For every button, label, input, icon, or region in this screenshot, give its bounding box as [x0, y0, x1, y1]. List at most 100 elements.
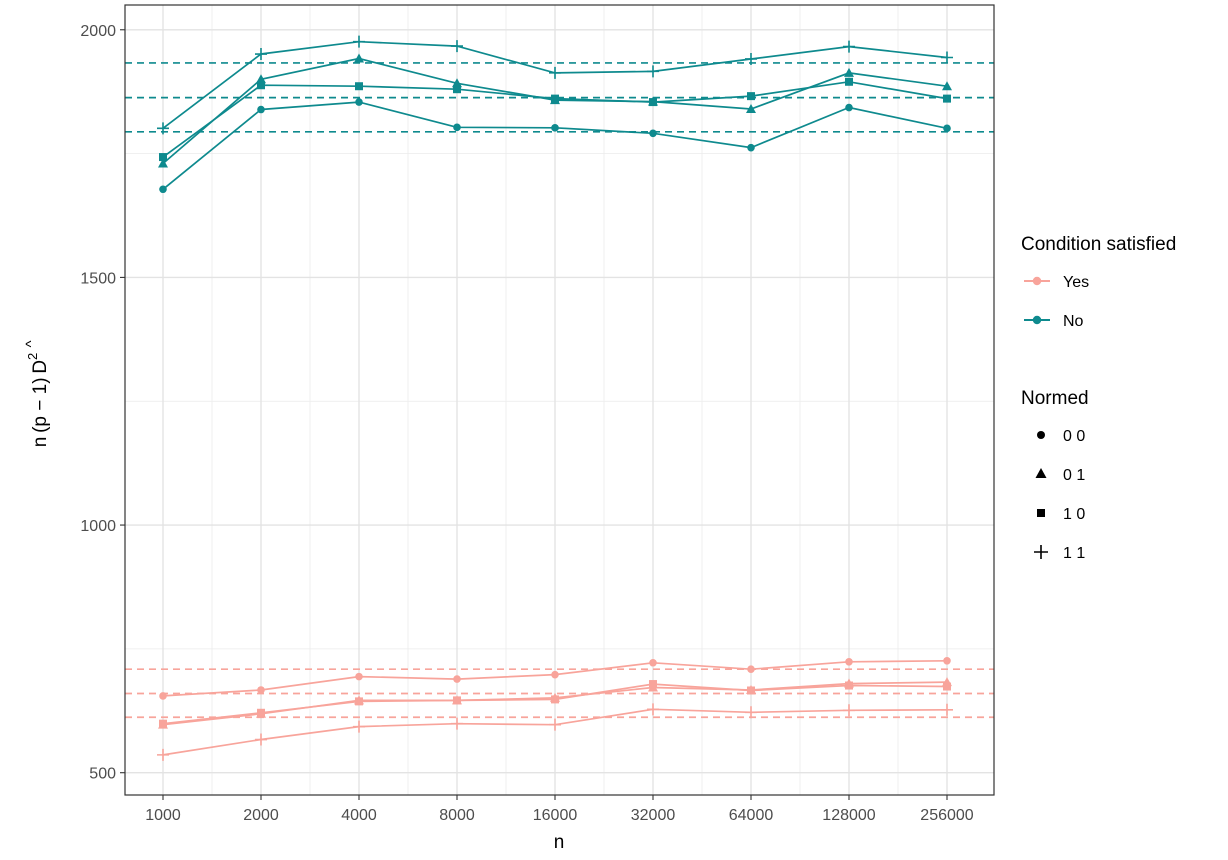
panel-border [124, 4, 995, 796]
data-point-no-0-0 [453, 123, 461, 132]
reference-lines [125, 62, 994, 719]
data-point-yes-1-1 [843, 704, 855, 717]
data-point-no-0-1 [746, 104, 756, 114]
data-point-yes-1-1 [549, 718, 561, 731]
legend-item-normed-0-1: 0 1 [1035, 467, 1085, 484]
data-point-no-1-1 [647, 65, 659, 78]
data-point-no-0-1 [942, 81, 952, 91]
data-point-no-0-1 [354, 53, 364, 63]
data-point-yes-0-0 [649, 658, 657, 667]
data-point-yes-1-1 [647, 703, 659, 716]
data-point-no-1-0 [551, 94, 559, 103]
data-point-no-1-0 [747, 92, 755, 101]
data-point-no-1-0 [845, 77, 853, 86]
y-axis-title-main: n (p − 1) [30, 374, 51, 448]
series-yes-0-0 [159, 656, 951, 700]
legend-item-normed-1-0: 1 0 [1037, 506, 1085, 523]
data-point-no-0-0 [551, 124, 559, 132]
series-no-1-0 [159, 77, 951, 162]
y-axis-title-sup: 2 [25, 353, 40, 360]
data-point-yes-0-0 [159, 692, 167, 700]
legend-label-normed-0-1: 0 1 [1063, 467, 1085, 484]
data-point-no-1-0 [943, 94, 951, 103]
data-point-yes-1-0 [355, 697, 363, 706]
data-point-no-0-1 [158, 158, 168, 168]
legend-key-circle [1037, 431, 1045, 439]
data-point-yes-0-0 [845, 657, 853, 666]
x-tick-label: 8000 [439, 807, 475, 824]
data-point-no-1-1 [157, 122, 169, 135]
data-point-no-0-0 [355, 98, 363, 106]
y-tick-label: 1000 [80, 518, 116, 535]
data-point-yes-1-0 [747, 686, 755, 695]
data-point-no-1-1 [255, 48, 267, 61]
data-point-no-1-1 [941, 51, 953, 64]
data-point-no-0-0 [257, 105, 265, 114]
data-point-yes-1-0 [453, 696, 461, 705]
legend-label-yes: Yes [1063, 274, 1089, 291]
series-no-0-0 [159, 98, 951, 194]
data-point-yes-1-0 [943, 682, 951, 691]
y-tick-label: 2000 [80, 23, 116, 40]
y-axis-title-hat: ^ [23, 340, 40, 347]
series-yes-1-0 [159, 680, 951, 728]
data-point-no-1-1 [451, 40, 463, 53]
data-point-no-0-0 [649, 129, 657, 138]
data-point-yes-0-0 [747, 665, 755, 673]
x-tick-label: 64000 [729, 807, 774, 824]
x-tick-label: 128000 [822, 807, 875, 824]
data-point-yes-0-0 [943, 656, 951, 665]
data-point-no-0-0 [943, 124, 951, 133]
series-layer [157, 35, 953, 761]
data-point-yes-1-0 [551, 695, 559, 704]
legend-label-no: No [1063, 313, 1084, 330]
data-point-yes-1-1 [157, 748, 169, 761]
data-point-no-1-0 [355, 82, 363, 91]
legend-key-no-point [1032, 315, 1042, 325]
x-tick-label: 32000 [631, 807, 676, 824]
data-point-yes-1-0 [159, 719, 167, 728]
data-point-no-0-1 [844, 67, 854, 77]
x-tick-label: 16000 [533, 807, 578, 824]
legend-label-normed-1-0: 1 0 [1063, 506, 1085, 523]
grid [125, 5, 994, 795]
legend-item-normed-1-1: 1 1 [1034, 545, 1085, 562]
data-point-yes-1-0 [257, 708, 265, 717]
data-point-no-1-0 [257, 81, 265, 90]
legend-normed-title: Normed [1021, 388, 1089, 409]
data-point-yes-1-1 [451, 717, 463, 730]
legend-key-yes-point [1032, 276, 1042, 286]
data-point-yes-1-1 [255, 733, 267, 746]
series-yes-1-1 [157, 703, 953, 761]
data-point-no-0-0 [159, 185, 167, 194]
legend-key-square [1037, 509, 1045, 517]
legend-item-normed-0-0: 0 0 [1037, 428, 1085, 445]
x-tick-label: 4000 [341, 807, 377, 824]
y-tick-label: 1500 [80, 270, 116, 287]
data-point-no-1-0 [453, 85, 461, 94]
data-point-no-0-1 [256, 74, 266, 84]
y-tick-label: 500 [89, 766, 116, 783]
data-point-yes-1-0 [649, 680, 657, 689]
legend-condition: Condition satisfied Yes No [1021, 234, 1176, 330]
data-point-no-1-1 [549, 66, 561, 79]
data-point-no-1-1 [745, 52, 757, 65]
data-point-yes-0-0 [355, 672, 363, 681]
legend-item-yes: Yes [1024, 274, 1089, 291]
x-tick-label: 1000 [145, 807, 181, 824]
data-point-no-0-1 [452, 78, 462, 88]
x-tick-label: 2000 [243, 807, 279, 824]
x-axis: 1000 2000 4000 8000 16000 32000 64000 128000 256… [145, 795, 974, 824]
data-point-yes-1-1 [745, 706, 757, 719]
data-point-yes-0-0 [453, 675, 461, 683]
legend-key-triangle [1035, 468, 1047, 478]
data-point-yes-1-0 [845, 681, 853, 690]
svg-text:n (p − 1) D2: n (p − 1) D2 [25, 353, 51, 448]
data-point-yes-0-0 [257, 686, 265, 694]
legend-key-plus [1034, 545, 1048, 559]
data-point-no-1-1 [843, 40, 855, 53]
data-point-yes-1-1 [353, 720, 365, 733]
y-axis-title: n (p − 1) D2 ^ [23, 340, 51, 447]
data-point-no-1-0 [159, 153, 167, 162]
